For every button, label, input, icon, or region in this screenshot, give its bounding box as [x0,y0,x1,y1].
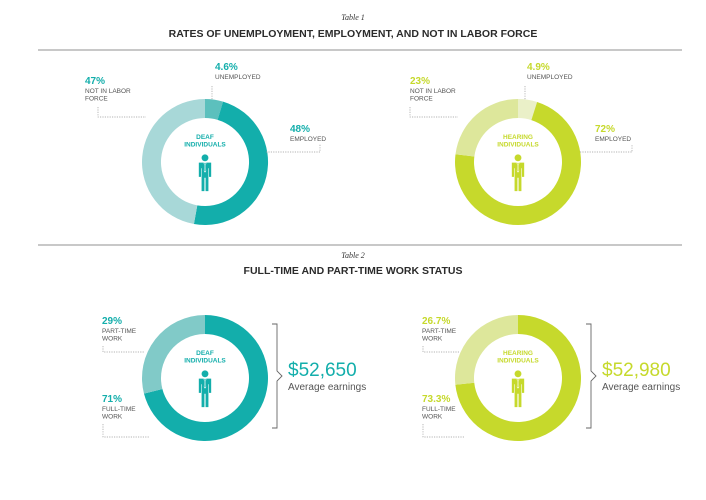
slice-not-in-labor-force [141,99,205,225]
slice-unemployed [205,99,224,120]
pct-label: 23% [410,76,430,87]
slice-caption: WORK [102,336,123,343]
leader-line [422,346,460,353]
earnings-value: $52,650 [288,360,357,381]
pct-label: 29% [102,316,122,327]
slice-caption: FORCE [410,96,433,103]
slice-employed [455,101,582,226]
table1-label: Table 1 [341,13,365,22]
slice-full-time-work [143,315,269,442]
group-label-line: INDIVIDUALS [497,358,539,365]
group-label-line: HEARING [503,134,533,141]
pct-label: 47% [85,76,105,87]
person-icon [198,154,212,192]
leader-line [102,346,145,353]
earnings-bracket [272,323,283,429]
person-icon [511,154,525,192]
pct-label: 72% [595,124,615,135]
group-label-line: DEAF [196,134,214,141]
table2-title: FULL-TIME AND PART-TIME WORK STATUS [244,265,463,277]
slice-part-time-work [455,315,518,385]
slice-caption: WORK [102,414,123,421]
table1-title: RATES OF UNEMPLOYMENT, EMPLOYMENT, AND N… [169,28,538,40]
group-label-line: INDIVIDUALS [497,142,539,149]
donut-hearing-work-status: HEARINGINDIVIDUALS26.7%PART-TIMEWORK73.3… [422,315,680,442]
group-label-line: DEAF [196,350,214,357]
group-label-line: INDIVIDUALS [184,142,226,149]
leader-line [97,107,146,118]
earnings-bracket [586,323,597,429]
group-label-line: INDIVIDUALS [184,358,226,365]
slice-caption: FULL-TIME [102,406,136,413]
slice-caption: WORK [422,336,443,343]
group-label-line: HEARING [503,350,533,357]
leader-line [409,107,458,118]
slice-caption: NOT IN LABOR [410,88,456,95]
slice-caption: WORK [422,414,443,421]
leader-line [422,424,465,438]
slice-unemployed [518,99,538,121]
earnings-value: $52,980 [602,360,671,381]
leader-line [102,424,150,438]
pct-label: 26.7% [422,316,450,327]
slice-caption: PART-TIME [422,328,457,335]
slice-full-time-work [455,315,582,442]
slice-not-in-labor-force [455,99,518,157]
pct-label: 4.9% [527,62,550,73]
leader-line [266,144,321,153]
earnings-caption: Average earnings [288,382,366,393]
slice-employed [193,101,269,226]
earnings-caption: Average earnings [602,382,680,393]
slice-caption: PART-TIME [102,328,137,335]
slice-caption: FORCE [85,96,108,103]
slice-caption: FULL-TIME [422,406,456,413]
slice-caption: EMPLOYED [595,136,631,143]
slice-caption: UNEMPLOYED [215,74,261,81]
table2-label: Table 2 [341,251,365,260]
person-icon [198,370,212,408]
leader-line [580,144,633,153]
pct-label: 4.6% [215,62,238,73]
slice-caption: EMPLOYED [290,136,326,143]
pct-label: 71% [102,394,122,405]
pct-label: 73.3% [422,394,450,405]
pct-label: 48% [290,124,310,135]
slice-part-time-work [142,315,205,394]
person-icon [511,370,525,408]
slice-caption: UNEMPLOYED [527,74,573,81]
slice-caption: NOT IN LABOR [85,88,131,95]
donut-deaf-work-status: DEAFINDIVIDUALS29%PART-TIMEWORK71%FULL-T… [102,315,366,442]
